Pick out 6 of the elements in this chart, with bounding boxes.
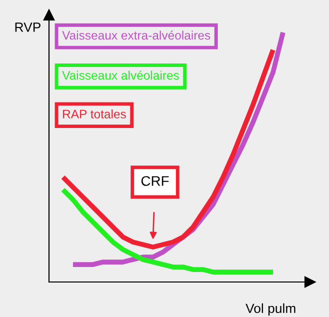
x-axis-title: Vol pulm bbox=[246, 303, 296, 316]
annotation: CRF bbox=[141, 176, 169, 186]
text: Vaisseaux alvéolaires bbox=[62, 70, 179, 80]
y-axis-title: RVP bbox=[15, 22, 40, 32]
text: Vaisseaux extra-alvéolaires bbox=[62, 30, 210, 40]
text: RAP totales bbox=[63, 109, 126, 118]
